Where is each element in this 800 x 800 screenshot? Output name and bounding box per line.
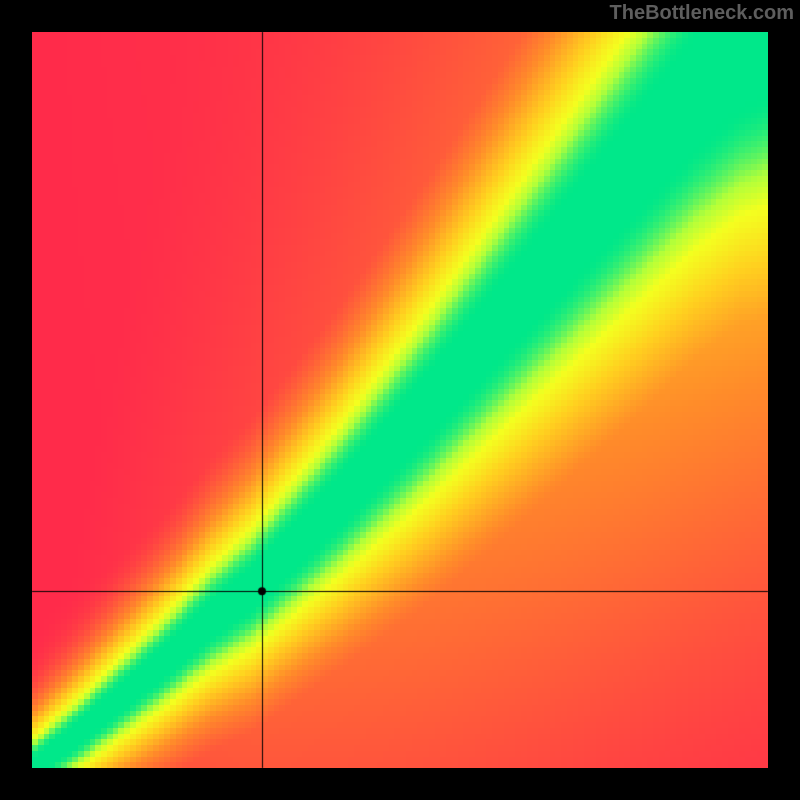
root-container: TheBottleneck.com (0, 0, 800, 800)
bottleneck-heatmap (0, 0, 800, 800)
watermark-text: TheBottleneck.com (610, 2, 794, 25)
